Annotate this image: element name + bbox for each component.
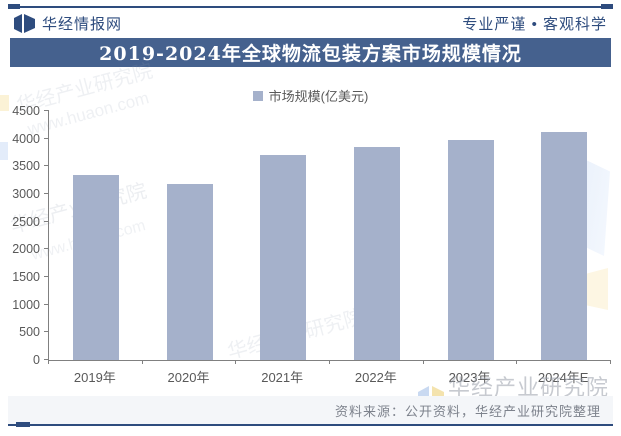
- y-axis-tick-label: 1000: [12, 297, 40, 312]
- y-axis-tick-label: 4000: [12, 131, 40, 146]
- watermark-edge-fragment: [0, 142, 8, 160]
- x-axis-tick-mark: [516, 360, 518, 364]
- y-axis-tick-label: 4500: [12, 104, 40, 118]
- bottom-divider-rule: [8, 422, 613, 427]
- bar-slot: [143, 111, 237, 360]
- y-axis-tick-mark: [44, 165, 49, 167]
- legend-marker-swatch: [252, 90, 263, 101]
- bar-slot: [49, 111, 143, 360]
- y-axis-tick-label: 500: [19, 325, 40, 340]
- x-axis-tick-mark: [422, 360, 424, 364]
- bar-2022年: [353, 146, 400, 360]
- bar-2021年: [260, 155, 307, 360]
- x-axis-category-label: 2023年: [448, 370, 491, 385]
- x-axis-category-label: 2021年: [261, 370, 304, 385]
- y-axis-tick-mark: [44, 331, 49, 333]
- legend-series-label: 市场规模(亿美元): [268, 89, 369, 104]
- x-axis-tick-mark: [141, 360, 143, 364]
- x-axis-tick-mark: [48, 360, 49, 364]
- chart-legend: 市场规模(亿美元): [0, 86, 621, 105]
- x-axis-category-label: 2019年: [73, 370, 116, 385]
- chart-title: 2019-2024年全球物流包装方案市场规模情况: [99, 43, 522, 65]
- huaon-logo-icon: [14, 13, 35, 33]
- y-axis-tick-label: 0: [33, 353, 40, 367]
- top-divider-rule: [8, 4, 613, 9]
- x-axis-tick-mark: [610, 360, 611, 364]
- plot-area: 0 500 1000 1500 2000 2500 3000 3500 4000 4500: [12, 104, 611, 367]
- bar-2020年: [166, 183, 213, 360]
- bars-container: [49, 111, 611, 360]
- slogan-text: 专业严谨 • 客观科学: [462, 15, 607, 33]
- x-axis-category-label: 2024年E: [537, 370, 589, 385]
- y-axis-tick-label: 2500: [12, 214, 40, 229]
- data-source-text: 资料来源：公开资料，华经产业研究院整理: [334, 403, 601, 419]
- header-bar: 华经情报网 专业严谨 • 客观科学: [14, 10, 607, 36]
- x-axis-tick-mark: [235, 360, 237, 364]
- footer-band: 资料来源：公开资料，华经产业研究院整理: [8, 396, 613, 424]
- bar-slot: [424, 111, 518, 360]
- y-axis-tick-mark: [44, 110, 49, 111]
- bar-2023年: [447, 140, 494, 360]
- x-axis-labels: 2019年 2020年 2021年 2022年 2023年 2024年E: [48, 367, 610, 386]
- y-axis-tick-label: 1500: [12, 270, 40, 285]
- y-axis-tick-mark: [44, 359, 49, 360]
- y-axis-tick-mark: [44, 220, 49, 222]
- bar-2024年E: [541, 132, 588, 360]
- y-axis-tick-mark: [44, 303, 49, 305]
- y-axis-tick-mark: [44, 248, 49, 250]
- y-axis-tick-label: 2000: [12, 242, 40, 257]
- y-axis-tick-mark: [44, 276, 49, 277]
- x-axis-category-label: 2020年: [167, 370, 210, 385]
- chart-title-band: 2019-2024年全球物流包装方案市场规模情况: [10, 38, 611, 67]
- x-axis-tick-mark: [329, 360, 330, 364]
- y-axis-tick-label: 3000: [12, 187, 40, 202]
- site-name: 华经情报网: [42, 15, 123, 33]
- bar-2019年: [72, 174, 119, 360]
- bar-slot: [236, 111, 330, 360]
- y-axis-tick-mark: [44, 137, 49, 139]
- bar-slot: [330, 111, 424, 360]
- x-axis-category-label: 2022年: [354, 370, 397, 385]
- y-axis-tick-label: 3500: [12, 159, 40, 174]
- bar-slot: [517, 111, 611, 360]
- brand: 华经情报网: [14, 13, 122, 34]
- watermark-edge-fragment: [0, 95, 9, 111]
- y-axis-tick-mark: [44, 193, 49, 194]
